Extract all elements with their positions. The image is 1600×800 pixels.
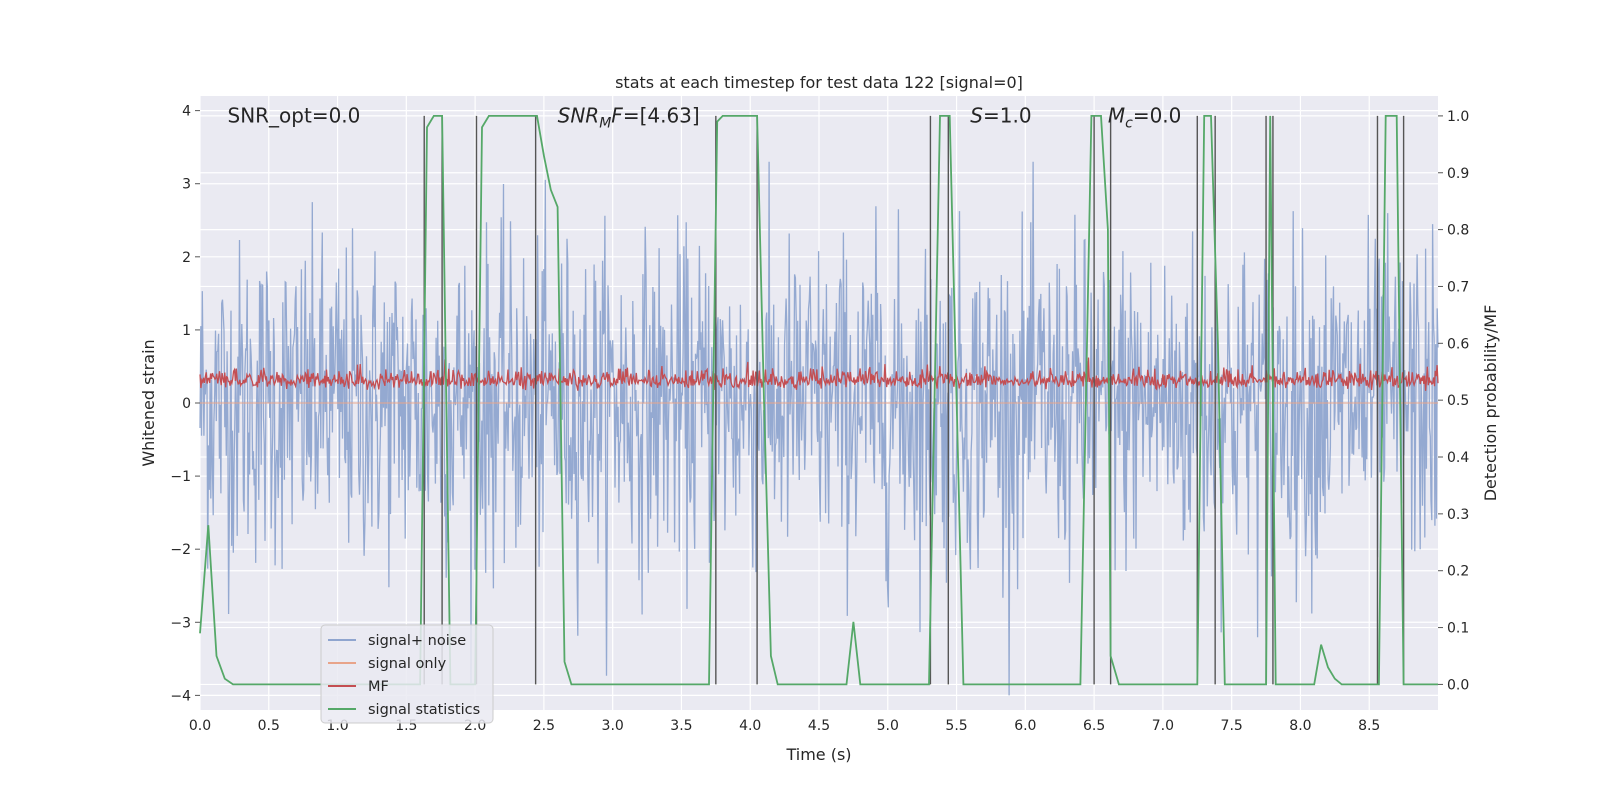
x-tick-label: 5.0	[877, 718, 899, 734]
y2-tick-label: 0.0	[1447, 677, 1469, 693]
x-tick-label: 7.5	[1221, 718, 1243, 734]
y-tick-label: −2	[170, 542, 191, 558]
y2-tick-label: 0.7	[1447, 279, 1469, 295]
chart-title: stats at each timestep for test data 122…	[615, 73, 1023, 92]
y-tick-label: −1	[170, 469, 191, 485]
mf-line	[199, 357, 1439, 391]
y-tick-label: 4	[182, 104, 191, 120]
annotation-text: S=1.0	[970, 103, 1031, 127]
mf-series	[199, 357, 1439, 391]
y-tick-label: −4	[170, 688, 191, 704]
y-tick-label: −3	[170, 615, 191, 631]
x-tick-label: 7.0	[1152, 718, 1174, 734]
y2-axis-ticks: 0.0 0.1 0.2 0.3 0.4 0.5 0.6 0.7 0.8 0.9 1.0	[1438, 109, 1469, 693]
annotation-text: Mc=0.0	[1108, 103, 1182, 131]
x-axis-label: Time (s)	[785, 745, 851, 764]
annotation-text: SNRMF=[4.63]	[558, 103, 700, 131]
x-tick-label: 3.5	[670, 718, 692, 734]
y2-tick-label: 0.3	[1447, 507, 1469, 523]
x-tick-label: 8.5	[1358, 718, 1380, 734]
x-tick-label: 8.0	[1289, 718, 1311, 734]
y-tick-label: 2	[182, 250, 191, 266]
x-tick-label: 6.5	[1083, 718, 1105, 734]
legend-label: signal+ noise	[368, 633, 466, 649]
y2-tick-label: 0.4	[1447, 450, 1469, 466]
legend-label: signal only	[368, 656, 447, 672]
signal-noise-series	[199, 161, 1439, 696]
x-tick-label: 4.0	[739, 718, 761, 734]
legend: signal+ noise signal only MF signal statist…	[320, 624, 494, 724]
x-tick-label: 0.5	[258, 718, 280, 734]
legend-label: signal statistics	[368, 702, 480, 718]
x-tick-label: 4.5	[808, 718, 830, 734]
signal-noise-line	[199, 161, 1439, 696]
x-tick-label: 6.0	[1014, 718, 1036, 734]
y-axis-ticks: −4 −3 −2 −1 0 1 2 3 4	[170, 104, 200, 704]
x-tick-label: 3.0	[602, 718, 624, 734]
y2-axis-label: Detection probability/MF	[1481, 305, 1500, 502]
y2-tick-label: 0.1	[1447, 621, 1469, 637]
x-tick-label: 5.5	[945, 718, 967, 734]
y2-tick-label: 0.8	[1447, 223, 1469, 239]
y2-tick-label: 1.0	[1447, 109, 1469, 125]
y-tick-label: 3	[182, 177, 191, 193]
annotation-text: SNR_opt=0.0	[228, 103, 361, 127]
y2-tick-label: 0.2	[1447, 564, 1469, 580]
y2-tick-label: 0.5	[1447, 393, 1469, 409]
y-tick-label: 0	[182, 396, 191, 412]
legend-box	[320, 624, 494, 724]
x-tick-label: 0.0	[189, 718, 211, 734]
y-tick-label: 1	[182, 323, 191, 339]
y2-tick-label: 0.6	[1447, 336, 1469, 352]
legend-label: MF	[368, 679, 389, 695]
x-tick-label: 2.5	[533, 718, 555, 734]
y-axis-label: Whitened strain	[139, 339, 158, 466]
annotations: SNR_opt=0.0 SNRMF=[4.63] S=1.0 Mc=0.0	[228, 103, 1182, 131]
y2-tick-label: 0.9	[1447, 166, 1469, 182]
